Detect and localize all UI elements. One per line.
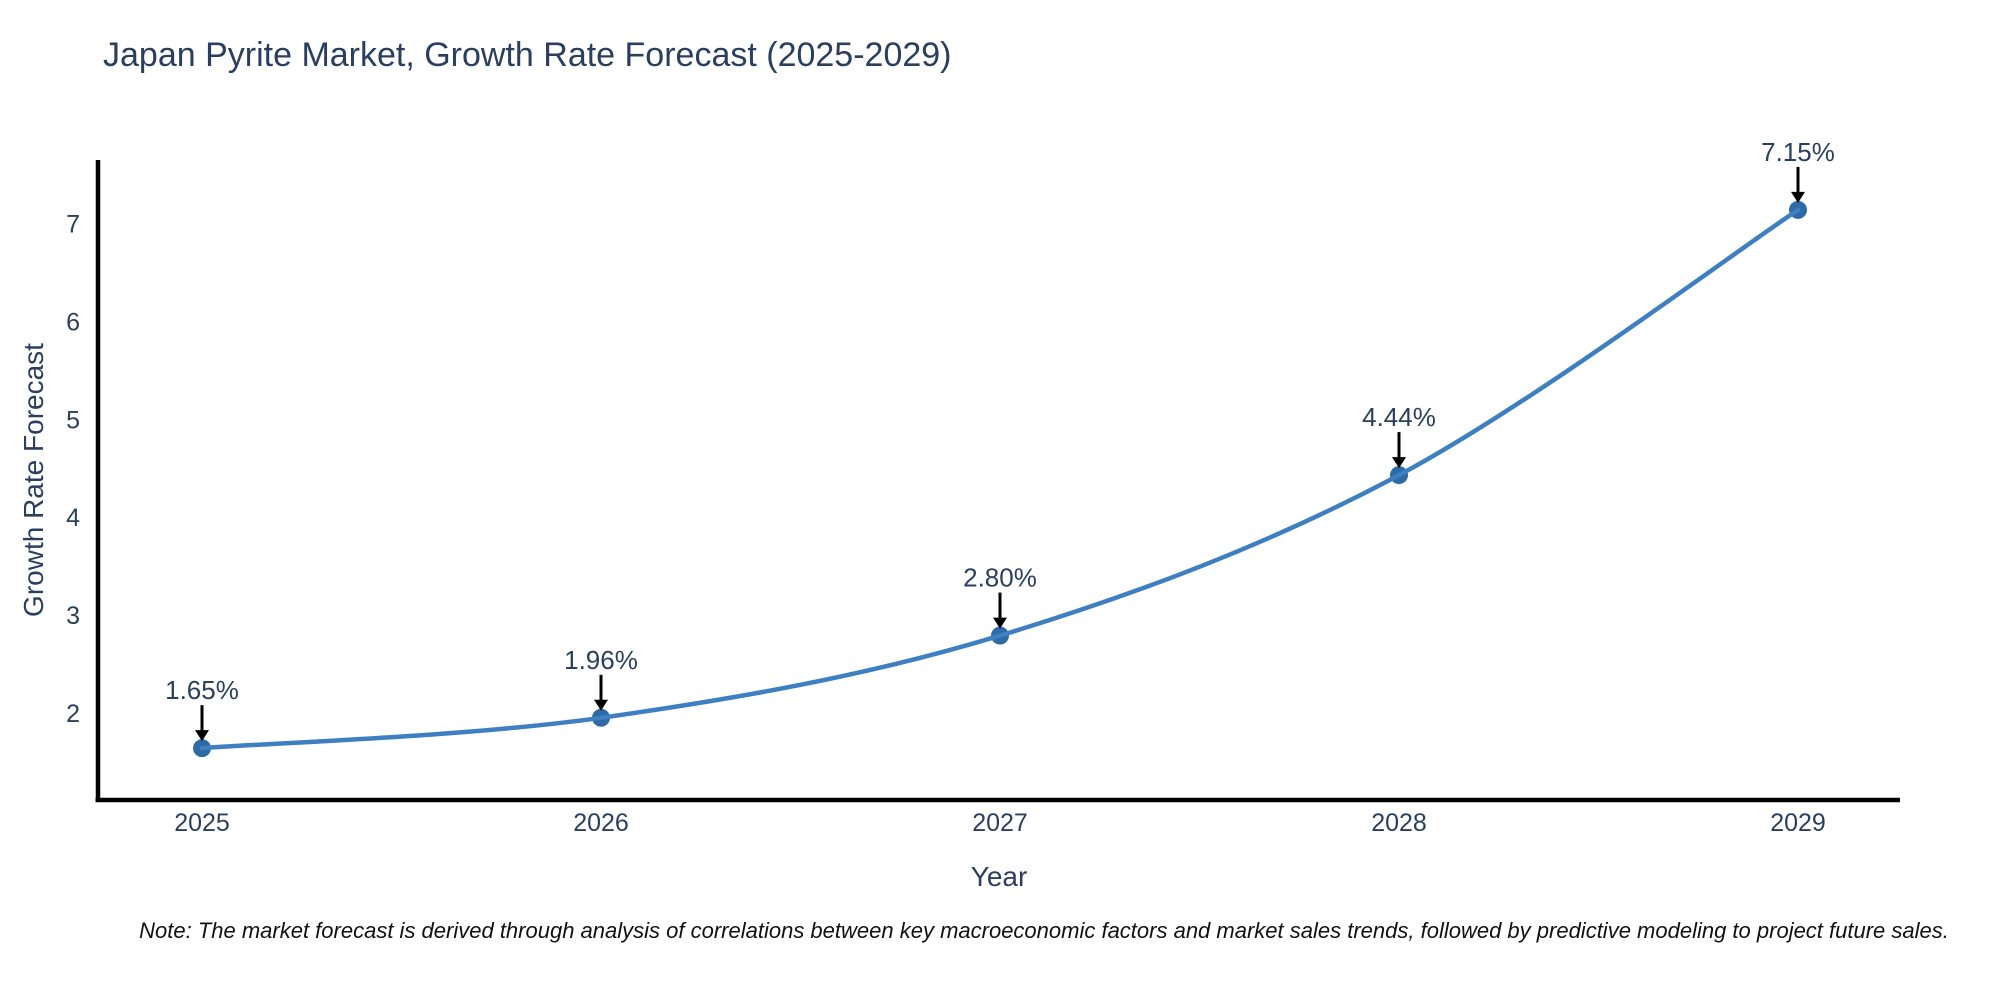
annotation-arrowhead [993,617,1007,629]
trend-line [199,207,1801,751]
y-tick-label: 4 [66,504,80,532]
x-tick-label: 2027 [972,809,1028,837]
y-axis-title: Growth Rate Forecast [18,343,49,617]
x-axis-title: Year [970,861,1028,892]
y-tick-label: 3 [66,602,80,630]
point-annotation: 1.96% [564,645,638,675]
y-tick-label: 5 [66,406,80,434]
x-tick-label: 2026 [573,809,629,837]
y-tick-label: 2 [66,700,80,728]
footnote: Note: The market forecast is derived thr… [139,918,1949,943]
point-annotation: 7.15% [1761,137,1835,167]
annotation-arrowhead [1392,457,1406,469]
point-annotation: 4.44% [1362,402,1436,432]
annotation-arrowhead [1791,191,1805,203]
point-annotation: 2.80% [963,563,1037,593]
x-tick-label: 2025 [174,809,230,837]
y-tick-label: 7 [66,211,80,239]
annotation-arrowhead [594,699,608,711]
annotation-arrowhead [195,730,209,742]
x-tick-label: 2028 [1371,809,1427,837]
chart-title: Japan Pyrite Market, Growth Rate Forecas… [103,36,952,74]
x-tick-label: 2029 [1770,809,1826,837]
point-annotation: 1.65% [165,675,239,705]
y-tick-label: 6 [66,308,80,336]
